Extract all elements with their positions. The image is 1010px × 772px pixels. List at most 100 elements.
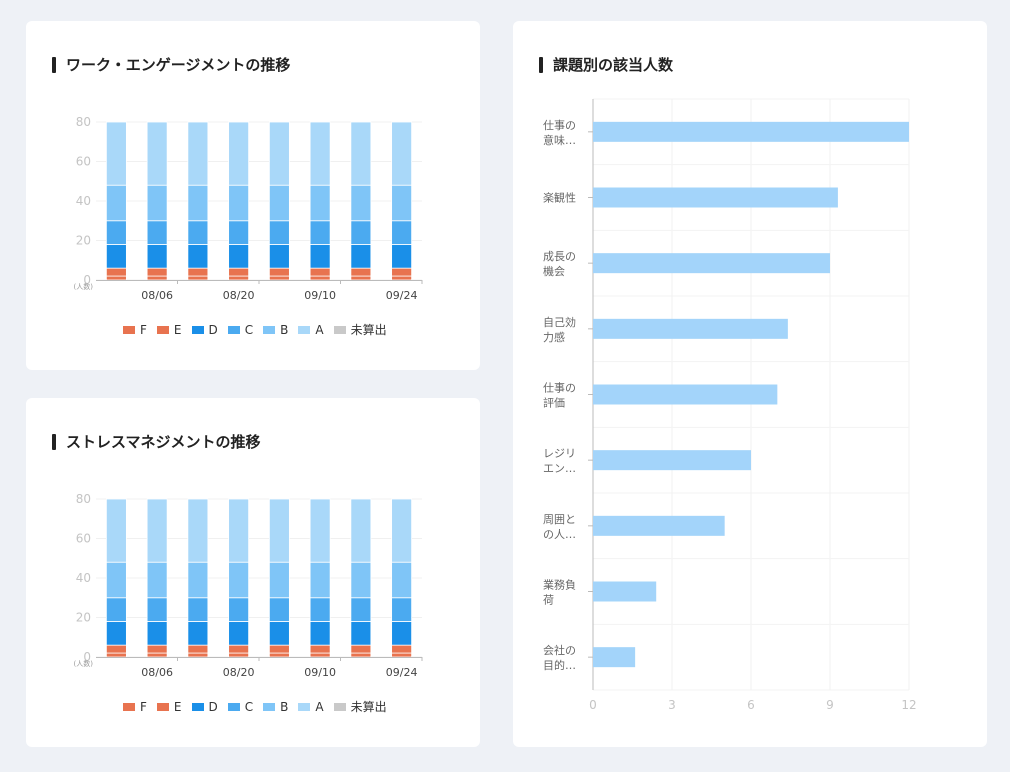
bar-segment-E bbox=[146, 267, 168, 277]
legend-item[interactable]: C bbox=[227, 700, 253, 714]
bar-segment-F bbox=[105, 275, 127, 281]
bar-segment-D bbox=[228, 244, 250, 269]
legend-label: C bbox=[244, 322, 254, 337]
y-tick-label: 80 bbox=[76, 492, 91, 506]
bar-segment-F bbox=[228, 275, 250, 281]
legend-label: E bbox=[173, 699, 182, 714]
legend-swatch bbox=[333, 325, 346, 334]
work-engagement-title: ワーク・エンゲージメントの推移 bbox=[52, 54, 290, 75]
issue-bar bbox=[593, 647, 636, 668]
bar-segment-E bbox=[391, 267, 413, 277]
legend-item[interactable]: E bbox=[156, 322, 182, 337]
bar-segment-C bbox=[146, 220, 168, 245]
bar-segment-C bbox=[228, 220, 250, 245]
work-engagement-legend: F E D C B A 未算出 bbox=[123, 321, 387, 338]
bar-segment-B bbox=[391, 561, 413, 599]
y-tick-label: 40 bbox=[76, 194, 91, 208]
legend-swatch bbox=[298, 325, 311, 334]
bar-segment-D bbox=[309, 621, 331, 646]
legend-item[interactable]: A bbox=[298, 323, 324, 337]
legend-item[interactable]: F bbox=[123, 323, 147, 337]
legend-label: 未算出 bbox=[350, 323, 387, 337]
bar-segment-B bbox=[228, 184, 250, 222]
bar-segment-D bbox=[268, 621, 290, 646]
bar-segment-B bbox=[187, 561, 209, 599]
bar-segment-D bbox=[187, 244, 209, 269]
bar-segment-E bbox=[350, 267, 372, 277]
legend-label: D bbox=[208, 699, 218, 714]
bar-segment-D bbox=[105, 244, 127, 269]
x-tick-label: 6 bbox=[747, 698, 755, 712]
y-tick-label: 40 bbox=[76, 571, 91, 585]
legend-swatch bbox=[123, 325, 135, 334]
bar-segment-A bbox=[391, 498, 413, 563]
bar-segment-B bbox=[309, 184, 331, 222]
x-tick-label: 08/06 bbox=[141, 666, 173, 679]
bar-segment-C bbox=[187, 220, 209, 245]
bar-segment-C bbox=[105, 220, 127, 245]
legend-label: B bbox=[280, 699, 289, 714]
legend-item[interactable]: E bbox=[156, 699, 182, 714]
legend-item[interactable]: C bbox=[227, 322, 254, 337]
bar-segment-A bbox=[350, 121, 372, 186]
bar-segment-A bbox=[268, 498, 290, 563]
issues-title: 課題別の該当人数 bbox=[539, 54, 673, 75]
bar-segment-D bbox=[391, 244, 413, 269]
bar-segment-F bbox=[105, 652, 127, 658]
bar-segment-F bbox=[391, 275, 413, 281]
legend-item[interactable]: 未算出 bbox=[333, 321, 387, 338]
x-tick-label: 09/10 bbox=[304, 666, 336, 679]
legend-item[interactable]: B bbox=[263, 700, 288, 714]
legend-label: F bbox=[140, 322, 147, 337]
bar-segment-C bbox=[309, 597, 331, 622]
issue-bar bbox=[593, 187, 838, 208]
legend-swatch bbox=[263, 702, 276, 711]
bar-segment-E bbox=[268, 644, 290, 654]
bar-segment-B bbox=[268, 561, 290, 599]
legend-label: E bbox=[173, 322, 182, 337]
bar-segment-C bbox=[350, 597, 372, 622]
bar-segment-C bbox=[268, 220, 290, 245]
bar-segment-F bbox=[268, 652, 290, 658]
legend-swatch bbox=[123, 702, 135, 711]
bar-segment-C bbox=[391, 220, 413, 245]
legend-item[interactable]: 未算出 bbox=[333, 698, 387, 715]
legend-item[interactable]: F bbox=[123, 700, 147, 714]
bar-segment-A bbox=[309, 121, 331, 186]
category-label: レジリエン… bbox=[543, 447, 576, 475]
bar-segment-C bbox=[187, 597, 209, 622]
category-label: 会社の目的… bbox=[543, 643, 576, 672]
category-label: 仕事の意味… bbox=[543, 119, 576, 147]
bar-segment-F bbox=[350, 275, 372, 281]
legend-item[interactable]: D bbox=[191, 699, 218, 714]
category-label: 自己効力感 bbox=[543, 315, 576, 344]
bar-segment-A bbox=[391, 121, 413, 186]
bar-segment-F bbox=[146, 652, 168, 658]
bar-segment-F bbox=[146, 275, 168, 281]
bar-segment-A bbox=[187, 498, 209, 563]
category-label: 周囲との人… bbox=[543, 513, 576, 541]
bar-segment-A bbox=[350, 498, 372, 563]
legend-item[interactable]: A bbox=[298, 699, 324, 714]
bar-segment-B bbox=[391, 184, 413, 222]
bar-segment-A bbox=[146, 498, 168, 563]
stress-management-title: ストレスマネジメントの推移 bbox=[52, 431, 261, 452]
x-tick-label: 12 bbox=[901, 698, 916, 712]
bar-segment-E bbox=[105, 644, 127, 654]
bar-segment-E bbox=[391, 644, 413, 654]
legend-label: A bbox=[315, 699, 324, 714]
bar-segment-E bbox=[268, 267, 290, 277]
legend-label: 未算出 bbox=[350, 700, 387, 714]
bar-segment-B bbox=[146, 184, 168, 222]
legend-swatch bbox=[263, 325, 276, 334]
legend-swatch bbox=[333, 702, 346, 711]
bar-segment-F bbox=[391, 652, 413, 658]
legend-swatch bbox=[191, 702, 204, 711]
y-tick-label: 0 bbox=[83, 650, 91, 664]
bar-segment-E bbox=[309, 267, 331, 277]
bar-segment-A bbox=[105, 121, 127, 186]
legend-item[interactable]: B bbox=[263, 323, 288, 337]
legend-item[interactable]: D bbox=[191, 323, 218, 337]
bar-segment-E bbox=[146, 644, 168, 654]
bar-segment-C bbox=[228, 597, 250, 622]
